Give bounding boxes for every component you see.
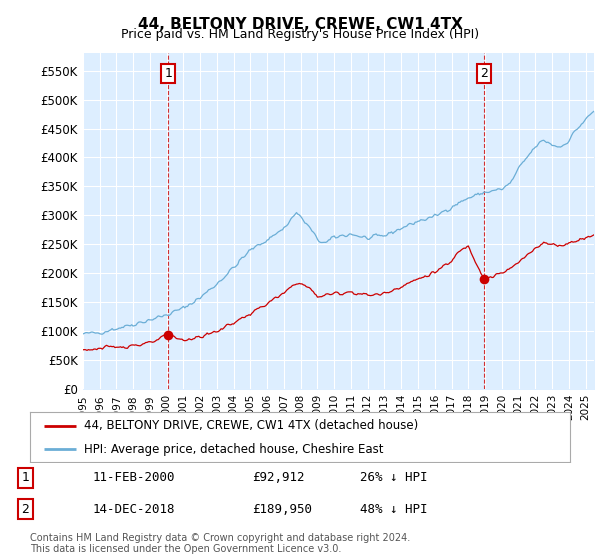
Text: 48% ↓ HPI: 48% ↓ HPI bbox=[360, 503, 427, 516]
Text: 1: 1 bbox=[21, 472, 29, 484]
Text: 2: 2 bbox=[21, 503, 29, 516]
Text: £92,912: £92,912 bbox=[252, 472, 305, 484]
Text: 11-FEB-2000: 11-FEB-2000 bbox=[93, 472, 176, 484]
Text: 1: 1 bbox=[164, 67, 172, 80]
Text: HPI: Average price, detached house, Cheshire East: HPI: Average price, detached house, Ches… bbox=[84, 443, 383, 456]
Text: 44, BELTONY DRIVE, CREWE, CW1 4TX: 44, BELTONY DRIVE, CREWE, CW1 4TX bbox=[137, 17, 463, 32]
Text: 26% ↓ HPI: 26% ↓ HPI bbox=[360, 472, 427, 484]
Text: 2: 2 bbox=[480, 67, 488, 80]
Text: £189,950: £189,950 bbox=[252, 503, 312, 516]
Text: 14-DEC-2018: 14-DEC-2018 bbox=[93, 503, 176, 516]
Text: 44, BELTONY DRIVE, CREWE, CW1 4TX (detached house): 44, BELTONY DRIVE, CREWE, CW1 4TX (detac… bbox=[84, 419, 418, 432]
Text: Price paid vs. HM Land Registry's House Price Index (HPI): Price paid vs. HM Land Registry's House … bbox=[121, 28, 479, 41]
Text: Contains HM Land Registry data © Crown copyright and database right 2024.
This d: Contains HM Land Registry data © Crown c… bbox=[30, 533, 410, 554]
